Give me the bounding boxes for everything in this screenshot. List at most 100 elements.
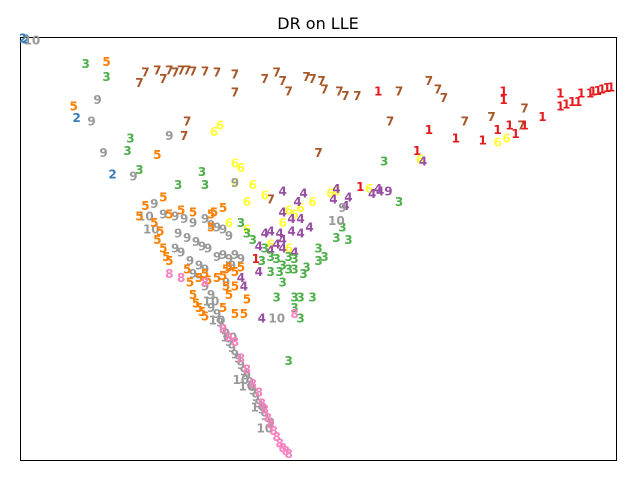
point-label: 3 (290, 263, 298, 277)
point-label: 7 (487, 110, 495, 124)
point-label: 7 (177, 63, 185, 77)
point-label: 7 (165, 63, 173, 77)
point-label: 5 (225, 288, 233, 302)
point-label: 6 (249, 178, 257, 192)
point-label: 3 (285, 354, 293, 368)
point-label: 7 (159, 72, 167, 86)
point-label: 5 (195, 271, 203, 285)
point-label: 10 (250, 401, 267, 415)
point-label: 10 (143, 222, 160, 236)
point-label: 6 (231, 176, 239, 190)
point-label: 7 (201, 64, 209, 78)
point-label: 9 (222, 326, 230, 340)
point-label: 4 (341, 199, 349, 213)
point-label: 1 (589, 85, 597, 99)
point-label: 5 (231, 307, 239, 321)
point-label: 9 (255, 396, 263, 410)
point-label: 1 (511, 127, 519, 141)
point-label: 9 (225, 229, 233, 243)
point-label: 8 (270, 424, 278, 438)
point-label: 7 (440, 91, 448, 105)
point-label: 5 (135, 210, 143, 224)
point-label: 1 (520, 119, 528, 133)
point-label: 7 (425, 74, 433, 88)
point-label: 7 (141, 66, 149, 80)
point-label: 1 (538, 110, 546, 124)
point-label: 1 (607, 80, 615, 94)
point-label: 2 (73, 111, 81, 125)
point-label: 6 (210, 125, 218, 139)
point-label: 8 (276, 437, 284, 451)
point-label: 9 (219, 322, 227, 336)
point-label: 5 (153, 233, 161, 247)
point-label: 10 (24, 34, 41, 48)
point-label: 3 (174, 178, 182, 192)
point-label: 9 (186, 254, 194, 268)
plot-frame (20, 37, 617, 461)
point-label: 7 (314, 146, 322, 160)
point-label: 1 (452, 131, 460, 145)
point-label: 3 (285, 250, 293, 264)
point-label: 4 (296, 212, 304, 226)
point-label: 3 (296, 290, 304, 304)
point-label: 1 (479, 133, 487, 147)
point-label: 7 (231, 86, 239, 100)
point-label: 3 (123, 144, 131, 158)
point-label: 5 (237, 261, 245, 275)
point-label: 5 (204, 273, 212, 287)
point-label: 6 (225, 216, 233, 230)
point-label: 5 (210, 206, 218, 220)
point-label: 4 (261, 227, 269, 241)
point-label: 6 (237, 161, 245, 175)
point-label: 5 (240, 307, 248, 321)
point-label: 10 (239, 379, 256, 393)
point-label: 5 (162, 250, 170, 264)
point-label: 9 (216, 316, 224, 330)
point-label: 9 (225, 335, 233, 349)
point-label: 8 (285, 447, 293, 461)
point-label: 4 (293, 195, 301, 209)
point-label: 6 (243, 222, 251, 236)
point-label: 5 (156, 225, 164, 239)
point-label: 5 (222, 263, 230, 277)
point-label: 7 (135, 76, 143, 90)
point-label: 5 (165, 254, 173, 268)
point-label: 6 (290, 208, 298, 222)
point-label: 7 (279, 74, 287, 88)
point-label: 8 (225, 331, 233, 345)
point-label: 7 (213, 66, 221, 80)
point-label: 1 (505, 119, 513, 133)
point-label: 7 (461, 114, 469, 128)
point-label: 1 (586, 87, 594, 101)
point-label: 7 (302, 70, 310, 84)
point-label: 3 (332, 231, 340, 245)
point-label: 1 (577, 87, 585, 101)
point-label: 5 (70, 100, 78, 114)
point-label: 8 (261, 403, 269, 417)
point-label: 5 (159, 242, 167, 256)
point-label: 1 (594, 84, 602, 98)
point-label: 8 (273, 430, 281, 444)
point-label: 6 (231, 157, 239, 171)
point-label: 7 (285, 85, 293, 99)
point-label: 9 (240, 365, 248, 379)
point-label: 9 (258, 403, 266, 417)
point-label: 3 (198, 165, 206, 179)
point-label: 1 (374, 85, 382, 99)
point-label: 4 (419, 155, 427, 169)
point-label: 5 (207, 208, 215, 222)
point-label: 3 (296, 312, 304, 326)
point-label: 9 (93, 93, 101, 107)
point-label: 10 (328, 214, 345, 228)
point-label: 9 (195, 271, 203, 285)
point-label: 4 (240, 280, 248, 294)
point-label: 5 (219, 301, 227, 315)
point-label: 7 (267, 193, 275, 207)
point-label: 9 (338, 201, 346, 215)
point-label: 9 (249, 384, 257, 398)
point-label: 9 (150, 197, 158, 211)
point-label: 3 (102, 70, 110, 84)
point-label: 9 (267, 415, 275, 429)
point-label: 6 (326, 186, 334, 200)
point-label: 7 (180, 129, 188, 143)
